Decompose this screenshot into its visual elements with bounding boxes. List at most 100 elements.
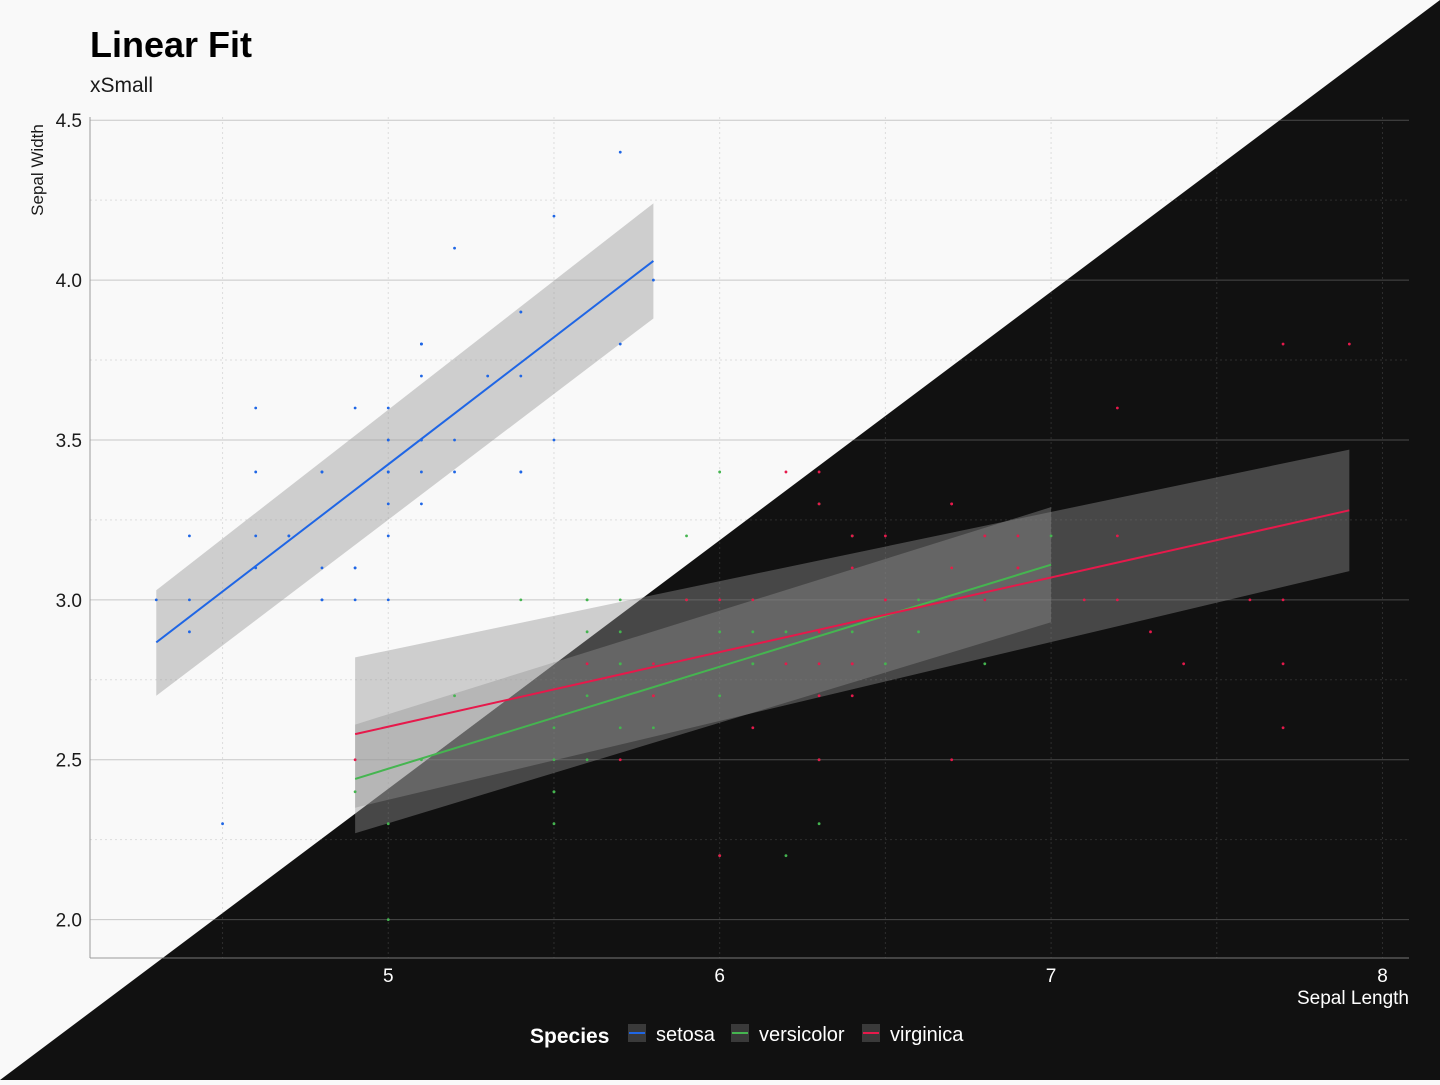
data-point-setosa bbox=[188, 630, 191, 634]
fit-lines bbox=[155, 260, 1350, 780]
y-tick-label: 3.5 bbox=[56, 431, 82, 452]
data-point-virginica bbox=[718, 854, 722, 858]
data-point-setosa bbox=[420, 502, 423, 506]
data-point-versicolor bbox=[585, 598, 589, 602]
data-point-virginica bbox=[817, 502, 821, 506]
data-point-versicolor bbox=[718, 630, 722, 634]
y-tick-label: 2.5 bbox=[56, 751, 82, 772]
data-point-virginica bbox=[950, 758, 954, 762]
y-tick-label: 3.0 bbox=[56, 591, 82, 612]
data-point-versicolor bbox=[585, 630, 589, 634]
data-point-setosa bbox=[552, 438, 556, 442]
data-point-versicolor bbox=[1049, 534, 1053, 538]
data-point-setosa bbox=[386, 502, 390, 506]
data-point-virginica bbox=[685, 598, 688, 602]
data-point-setosa bbox=[353, 566, 357, 570]
data-point-virginica bbox=[983, 534, 987, 538]
legend-label-virginica: virginica bbox=[890, 1024, 964, 1046]
axes bbox=[89, 117, 1409, 959]
data-point-setosa bbox=[420, 342, 423, 346]
data-point-setosa bbox=[320, 598, 324, 602]
data-point-virginica bbox=[718, 598, 722, 602]
data-point-setosa bbox=[320, 470, 324, 474]
data-point-setosa bbox=[254, 406, 258, 410]
data-point-virginica bbox=[817, 470, 821, 474]
data-point-virginica bbox=[850, 694, 854, 698]
data-point-setosa bbox=[651, 278, 655, 282]
data-point-versicolor bbox=[751, 662, 755, 666]
data-point-versicolor bbox=[519, 598, 523, 602]
data-point-virginica bbox=[817, 694, 821, 698]
data-point-setosa bbox=[420, 470, 423, 474]
data-point-virginica bbox=[1281, 662, 1285, 666]
data-point-virginica bbox=[950, 566, 954, 570]
data-point-versicolor bbox=[718, 694, 722, 698]
data-point-versicolor bbox=[386, 822, 390, 826]
tick-labels: 2.0 2.5 3.0 3.5 4.0 4.5 5 6 7 8 bbox=[56, 111, 1388, 987]
data-point-versicolor bbox=[386, 918, 390, 922]
data-point-versicolor bbox=[618, 598, 622, 602]
data-point-virginica bbox=[784, 662, 788, 666]
y-tick-label: 4.0 bbox=[56, 271, 82, 292]
data-point-versicolor bbox=[917, 598, 920, 602]
confidence-band-versicolor bbox=[355, 507, 1052, 834]
data-point-virginica bbox=[1248, 598, 1252, 602]
data-point-setosa bbox=[552, 214, 556, 218]
data-point-setosa bbox=[519, 470, 523, 474]
data-point-setosa bbox=[618, 342, 622, 346]
data-point-setosa bbox=[254, 470, 258, 474]
data-point-versicolor bbox=[353, 790, 357, 794]
data-point-setosa bbox=[188, 534, 191, 538]
data-point-virginica bbox=[1347, 342, 1351, 346]
legend-label-versicolor: versicolor bbox=[759, 1024, 845, 1046]
data-point-versicolor bbox=[685, 534, 688, 538]
data-point-virginica bbox=[1115, 598, 1119, 602]
data-point-virginica bbox=[784, 470, 788, 474]
data-point-setosa bbox=[386, 598, 390, 602]
data-point-virginica bbox=[751, 726, 755, 730]
scatter-points bbox=[154, 150, 1351, 922]
data-point-setosa bbox=[320, 566, 324, 570]
data-point-versicolor bbox=[552, 758, 556, 762]
data-point-versicolor bbox=[618, 662, 622, 666]
data-point-setosa bbox=[386, 406, 390, 410]
data-point-versicolor bbox=[718, 470, 722, 474]
data-point-virginica bbox=[1016, 566, 1020, 570]
data-point-versicolor bbox=[883, 662, 887, 666]
data-point-versicolor bbox=[917, 630, 920, 634]
data-point-setosa bbox=[519, 374, 523, 378]
data-point-virginica bbox=[950, 502, 954, 506]
data-point-setosa bbox=[486, 374, 490, 378]
data-point-versicolor bbox=[817, 822, 821, 826]
data-point-setosa bbox=[420, 374, 423, 378]
y-tick-label: 4.5 bbox=[56, 111, 82, 132]
fit-line-virginica bbox=[354, 509, 1350, 736]
data-point-virginica bbox=[618, 758, 622, 762]
data-point-setosa bbox=[188, 598, 191, 602]
data-point-virginica bbox=[1182, 662, 1186, 666]
data-point-virginica bbox=[1016, 534, 1020, 538]
data-point-virginica bbox=[883, 598, 887, 602]
data-point-virginica bbox=[850, 566, 854, 570]
data-point-virginica bbox=[353, 758, 357, 762]
data-point-versicolor bbox=[651, 726, 655, 730]
chart-subtitle: xSmall bbox=[90, 74, 153, 97]
x-axis-label: Sepal Length bbox=[1297, 988, 1409, 1009]
data-point-virginica bbox=[850, 662, 854, 666]
data-point-versicolor bbox=[618, 726, 622, 730]
chart-title: Linear Fit bbox=[90, 24, 252, 65]
data-point-versicolor bbox=[784, 630, 788, 634]
data-point-setosa bbox=[287, 534, 291, 538]
data-point-setosa bbox=[453, 246, 456, 250]
data-point-setosa bbox=[618, 150, 622, 154]
grid-lines bbox=[90, 117, 1409, 958]
legend-title: Species bbox=[530, 1025, 609, 1048]
x-tick-label: 7 bbox=[1046, 966, 1057, 987]
x-tick-label: 5 bbox=[383, 966, 394, 987]
data-point-setosa bbox=[453, 438, 456, 442]
fit-line-setosa bbox=[155, 260, 655, 644]
data-point-virginica bbox=[1281, 726, 1285, 730]
data-point-versicolor bbox=[585, 694, 589, 698]
